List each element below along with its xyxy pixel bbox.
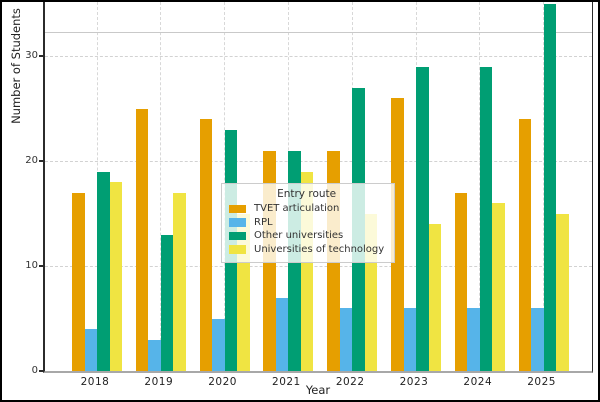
- bar-2019-universities-of-technology: [173, 192, 186, 371]
- x-tick-label-2024: 2024: [463, 376, 493, 388]
- bar-2022-rpl: [339, 308, 353, 371]
- y-tick-mark-0: [39, 370, 43, 372]
- bar-2024-other-universities: [479, 66, 493, 371]
- legend: Entry route TVET articulation RPL Other un…: [221, 183, 396, 263]
- bar-group-2024: [454, 2, 505, 371]
- bar-2025-other-universities: [543, 3, 557, 371]
- bar-2018-universities-of-technology: [109, 182, 122, 371]
- legend-swatch-tvet-articulation: [229, 204, 246, 213]
- legend-swatch-rpl: [229, 218, 246, 227]
- x-tick-label-2025: 2025: [527, 376, 556, 388]
- bar-2025-tvet-articulation: [518, 119, 532, 371]
- bar-2021-rpl: [275, 297, 289, 371]
- h-gridline-30: [45, 55, 592, 57]
- y-tick-label-20: 20: [25, 155, 38, 166]
- x-tick-label-2022: 2022: [335, 376, 365, 388]
- y-tick-label-10: 10: [25, 260, 38, 271]
- x-tick-label-2020: 2020: [208, 376, 237, 388]
- bar-group-2019: [135, 2, 186, 371]
- y-tick-label-0: 0: [31, 365, 38, 376]
- bar-2023-universities-of-technology: [428, 224, 441, 371]
- x-tick-label-2018: 2018: [80, 376, 110, 388]
- y-tick-mark-10: [39, 265, 43, 267]
- bar-2018-other-universities: [97, 171, 110, 371]
- bar-2018-tvet-articulation: [72, 192, 85, 371]
- x-tick-label-2021: 2021: [272, 376, 301, 388]
- bar-2019-tvet-articulation: [135, 108, 149, 371]
- bar-2019-rpl: [148, 339, 161, 371]
- x-tick-label-2023: 2023: [399, 376, 429, 388]
- legend-label-universities-of-technology: Universities of technology: [254, 243, 385, 255]
- y-tick-label-30: 30: [25, 50, 38, 61]
- legend-label-rpl: RPL: [254, 216, 273, 228]
- bar-2018-rpl: [84, 329, 97, 371]
- legend-items: TVET articulation RPL Other universities Un…: [229, 202, 384, 256]
- bar-2024-rpl: [467, 308, 480, 371]
- bar-2024-universities-of-technology: [492, 203, 505, 371]
- x-tick-label-2019: 2019: [144, 376, 174, 388]
- bar-2023-other-universities: [416, 66, 429, 371]
- legend-label-tvet-articulation: TVET articulation: [254, 203, 340, 215]
- top-spine: [45, 32, 592, 33]
- legend-row-tvet-articulation: TVET articulation: [229, 202, 384, 216]
- bar-group-2018: [72, 2, 122, 371]
- bar-group-2023: [391, 2, 441, 371]
- y-tick-mark-20: [39, 160, 43, 162]
- legend-row-rpl: RPL: [229, 216, 384, 230]
- bar-2025-rpl: [531, 308, 544, 371]
- bar-2024-tvet-articulation: [454, 192, 468, 371]
- legend-title: Entry route: [277, 188, 337, 200]
- legend-label-other-universities: Other universities: [254, 230, 344, 242]
- bar-2019-other-universities: [160, 234, 174, 371]
- bar-2020-rpl: [212, 318, 225, 371]
- legend-swatch-universities-of-technology: [229, 245, 246, 254]
- v-gridline-2019: [160, 2, 162, 371]
- bar-2023-tvet-articulation: [391, 98, 404, 371]
- h-gridline-20: [45, 160, 592, 162]
- bar-2025-universities-of-technology: [556, 213, 569, 371]
- bar-group-2025: [518, 2, 569, 371]
- bar-2020-tvet-articulation: [199, 119, 213, 371]
- y-axis-title: Number of Students: [9, 8, 23, 124]
- x-axis-title: Year: [305, 383, 331, 397]
- bar-2023-rpl: [403, 308, 416, 371]
- legend-row-other-universities: Other universities: [229, 229, 384, 243]
- legend-row-universities-of-technology: Universities of technology: [229, 243, 384, 257]
- legend-swatch-other-universities: [229, 231, 246, 240]
- y-tick-mark-30: [39, 55, 43, 57]
- h-gridline-10: [45, 265, 592, 267]
